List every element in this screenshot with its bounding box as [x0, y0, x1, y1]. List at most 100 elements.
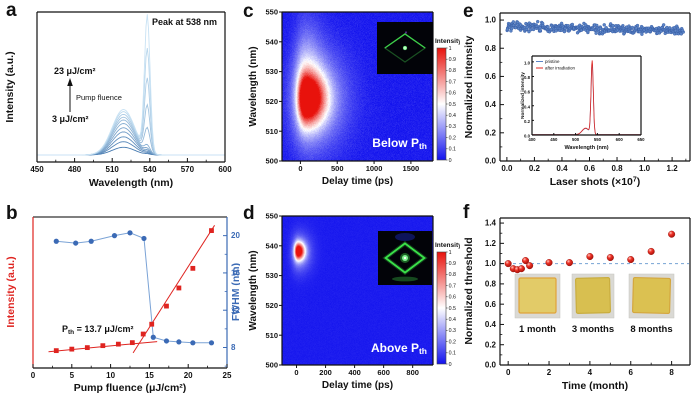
fwhm-point: [127, 230, 133, 236]
colorbar: [436, 47, 447, 161]
threshold-point: [668, 230, 676, 238]
threshold-point: [586, 253, 594, 261]
x-tick-label: 400: [528, 137, 536, 142]
stability-point: [667, 26, 672, 30]
x-tick-label: 510: [106, 165, 120, 174]
intensity-point: [69, 346, 75, 352]
panel-f: f 1 month 3 months 8 months 0 2 4 6 8 0.0 0.2 0.4 0.…: [460, 201, 700, 402]
stability-point: [680, 28, 685, 33]
y-tick-label: 0.6: [485, 300, 497, 309]
e-inset-ylabel: Normalized intensity: [520, 72, 526, 119]
f-ylabel: Normalized threshold: [463, 237, 475, 344]
x-tick-label: 6: [629, 368, 634, 377]
threshold-point: [545, 259, 553, 267]
d-xlabel: Delay time (ps): [322, 380, 393, 391]
d-ylabel: Wavelength (nm): [248, 250, 259, 330]
x-tick-label: 4: [588, 368, 593, 377]
y-tick-label: 530: [265, 67, 278, 76]
fwhm-point: [150, 334, 156, 340]
panel-e: e 0.0 0.2 0.4 0.6 0.8 1.0 1.2 0.0 0.2 0.4 0.6 0.8 1.0…: [460, 0, 700, 201]
x-tick-label: 540: [143, 165, 157, 174]
spectrum-curve: [37, 123, 225, 156]
threshold-point: [526, 262, 534, 270]
fwhm-point: [73, 240, 79, 246]
colorbar: [436, 251, 447, 365]
colorbar-tick: 0: [449, 158, 452, 164]
y-tick-label: 510: [265, 331, 278, 340]
intensity-point: [129, 340, 135, 346]
x-tick-label: 20: [184, 371, 193, 380]
colorbar-tick: 0.9: [449, 261, 456, 267]
y-tick-label: 1.2: [485, 239, 497, 248]
chart-c-overlay: 0 500 1000 1500 500 510 520 530 540 550 Delay time…: [248, 8, 460, 187]
stability-point: [630, 25, 635, 30]
chart-f-aging: 1 month 3 months 8 months 0 2 4 6 8 0.0 0.2 0.4 0.6…: [463, 217, 691, 392]
a-arrow-label: Pump fluence: [76, 93, 122, 102]
intensity-point: [164, 303, 169, 309]
stability-point: [604, 26, 608, 30]
panel-b-label: b: [6, 203, 18, 224]
y-tick-label: 520: [265, 301, 278, 310]
fwhm-point: [190, 340, 196, 346]
y-tick-label: 510: [265, 127, 278, 136]
panel-d: d 0 200 400 600 800 500 510 520 530 540 550 Delay ti…: [240, 201, 460, 402]
intensity-point: [115, 341, 121, 347]
a-peak-annotation: Peak at 538 nm: [152, 17, 217, 27]
stability-point: [562, 29, 567, 34]
intensity-point: [190, 265, 196, 271]
x-tick-label: 0: [294, 368, 298, 377]
intensity-point: [149, 321, 155, 327]
panel-a: a 450 480 510 540 570 600 Wavelength (nm) Intens…: [0, 0, 240, 201]
y-tick-label: 0.6: [524, 90, 531, 95]
intensity-point: [209, 228, 214, 233]
stability-point: [509, 26, 514, 31]
e-inset-bg: [520, 47, 648, 155]
chart-b-threshold: 0 5 10 15 20 25 8 12 16 20 Pump fluence (μJ/cm²) In…: [5, 216, 240, 394]
f-xlabel: Time (month): [562, 380, 628, 392]
stability-point: [635, 23, 640, 28]
fwhm-point: [141, 235, 147, 242]
colorbar-tick: 0.5: [449, 102, 456, 108]
e-ylabel: Normalized intensity: [463, 36, 475, 139]
colorbar-tick: 0.9: [449, 57, 456, 63]
x-tick-label: 600: [377, 368, 390, 377]
panel-e-label: e: [463, 1, 474, 22]
photo-label: 1 month: [519, 324, 556, 335]
film-photo: [514, 273, 561, 319]
a-fluence-bottom: 3 μJ/cm²: [52, 114, 89, 124]
chart-d-overlay: 0 200 400 600 800 500 510 520 530 540 550 Delay tim…: [248, 212, 460, 391]
x-tick-label: 200: [319, 368, 332, 377]
x-tick-label: 650: [637, 137, 645, 142]
y-tick-label: 530: [265, 271, 278, 280]
threshold-point: [606, 254, 614, 262]
threshold-point: [647, 247, 655, 255]
x-tick-label: 8: [669, 368, 674, 377]
y-tick-label: 0.8: [485, 44, 497, 53]
x-tick-label: 25: [223, 371, 232, 380]
stability-point: [611, 23, 615, 28]
x-tick-label: 450: [550, 137, 558, 142]
x-tick-label: 1.0: [639, 164, 651, 173]
x-tick-label: 500: [331, 164, 344, 173]
stability-point: [570, 22, 575, 27]
y-tick-label: 550: [265, 8, 278, 17]
y-tick-label: 0.8: [524, 75, 531, 80]
x-tick-label: 600: [616, 137, 624, 142]
colorbar-tick: 0.8: [449, 68, 456, 74]
spectrum-curve: [37, 127, 225, 156]
x-tick-label: 0.6: [584, 164, 596, 173]
stability-point: [511, 20, 516, 24]
stability-point: [594, 31, 598, 35]
colorbar-tick: 1: [449, 250, 452, 256]
intensity-point: [53, 348, 59, 354]
colorbar-tick: 0.2: [449, 135, 456, 141]
y-tick-label: 0.4: [485, 100, 497, 109]
legend-label: after irradiation: [545, 66, 576, 71]
e-xlabel: Laser shots (×107): [550, 176, 641, 188]
up-arrow-head-icon: [67, 78, 73, 86]
x-tick-label: 2: [547, 368, 552, 377]
colorbar-tick: 0.8: [449, 272, 456, 278]
inset-microplate-photo: [377, 22, 433, 74]
y-tick-label: 0.2: [524, 119, 531, 124]
film-photo: [571, 273, 615, 319]
